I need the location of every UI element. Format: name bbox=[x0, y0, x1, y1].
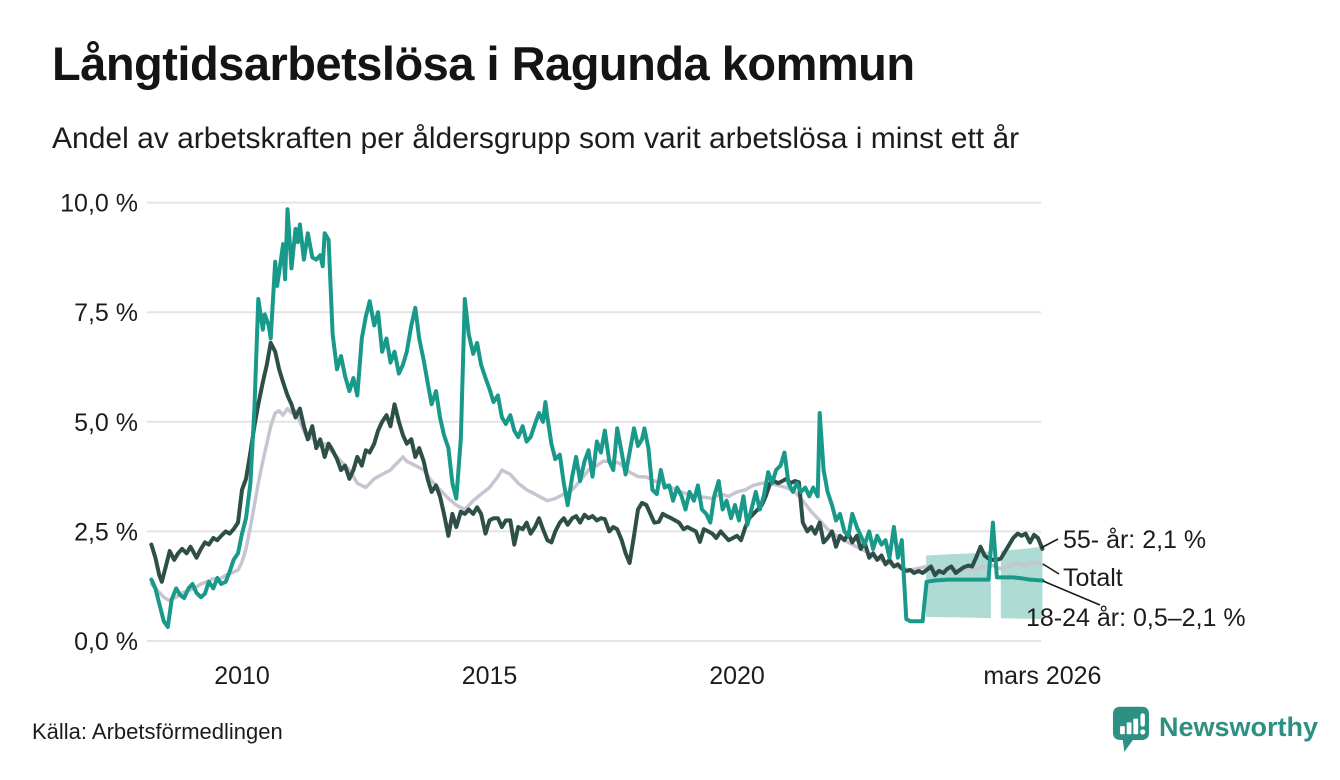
source-note: Källa: Arbetsförmedlingen bbox=[32, 719, 283, 744]
newsworthy-logo: Newsworthy bbox=[1112, 705, 1318, 754]
label-connector bbox=[1042, 580, 1101, 606]
x-tick-label: mars 2026 bbox=[983, 662, 1101, 690]
y-tick-label: 2,5 % bbox=[74, 518, 138, 546]
brand-name: Newsworthy bbox=[1159, 712, 1319, 742]
chart-subtitle: Andel av arbetskraften per åldersgrupp s… bbox=[52, 122, 1020, 155]
y-axis-labels: 0,0 % 2,5 % 5,0 % 7,5 % 10,0 % bbox=[60, 190, 138, 656]
series-end-label: 55- år: 2,1 % bbox=[1063, 526, 1206, 554]
series-line-18-24-r bbox=[149, 207, 1045, 629]
series-end-label: Totalt bbox=[1063, 564, 1123, 592]
label-connector bbox=[1042, 563, 1060, 575]
label-connector bbox=[1040, 538, 1059, 549]
x-tick-label: 2010 bbox=[214, 662, 270, 690]
x-tick-label: 2020 bbox=[709, 662, 765, 690]
confidence-band-segment bbox=[926, 551, 991, 619]
y-tick-label: 10,0 % bbox=[60, 190, 138, 218]
series-line-55-r bbox=[149, 340, 1045, 584]
series-lines bbox=[149, 207, 1045, 629]
page-title: Långtidsarbetslösa i Ragunda kommun bbox=[52, 37, 915, 90]
x-axis-labels: 2010 2015 2020 mars 2026 bbox=[214, 662, 1101, 690]
newsworthy-bubble-chart-icon bbox=[1112, 706, 1150, 752]
y-tick-label: 0,0 % bbox=[74, 628, 138, 656]
y-tick-label: 5,0 % bbox=[74, 409, 138, 437]
x-tick-label: 2015 bbox=[462, 662, 518, 690]
series-end-label: 18-24 år: 0,5–2,1 % bbox=[1026, 604, 1246, 632]
series-end-labels: 55- år: 2,1 % Totalt 18-24 år: 0,5–2,1 % bbox=[1026, 526, 1246, 632]
y-tick-label: 7,5 % bbox=[74, 299, 138, 327]
label-connectors bbox=[1040, 538, 1101, 606]
